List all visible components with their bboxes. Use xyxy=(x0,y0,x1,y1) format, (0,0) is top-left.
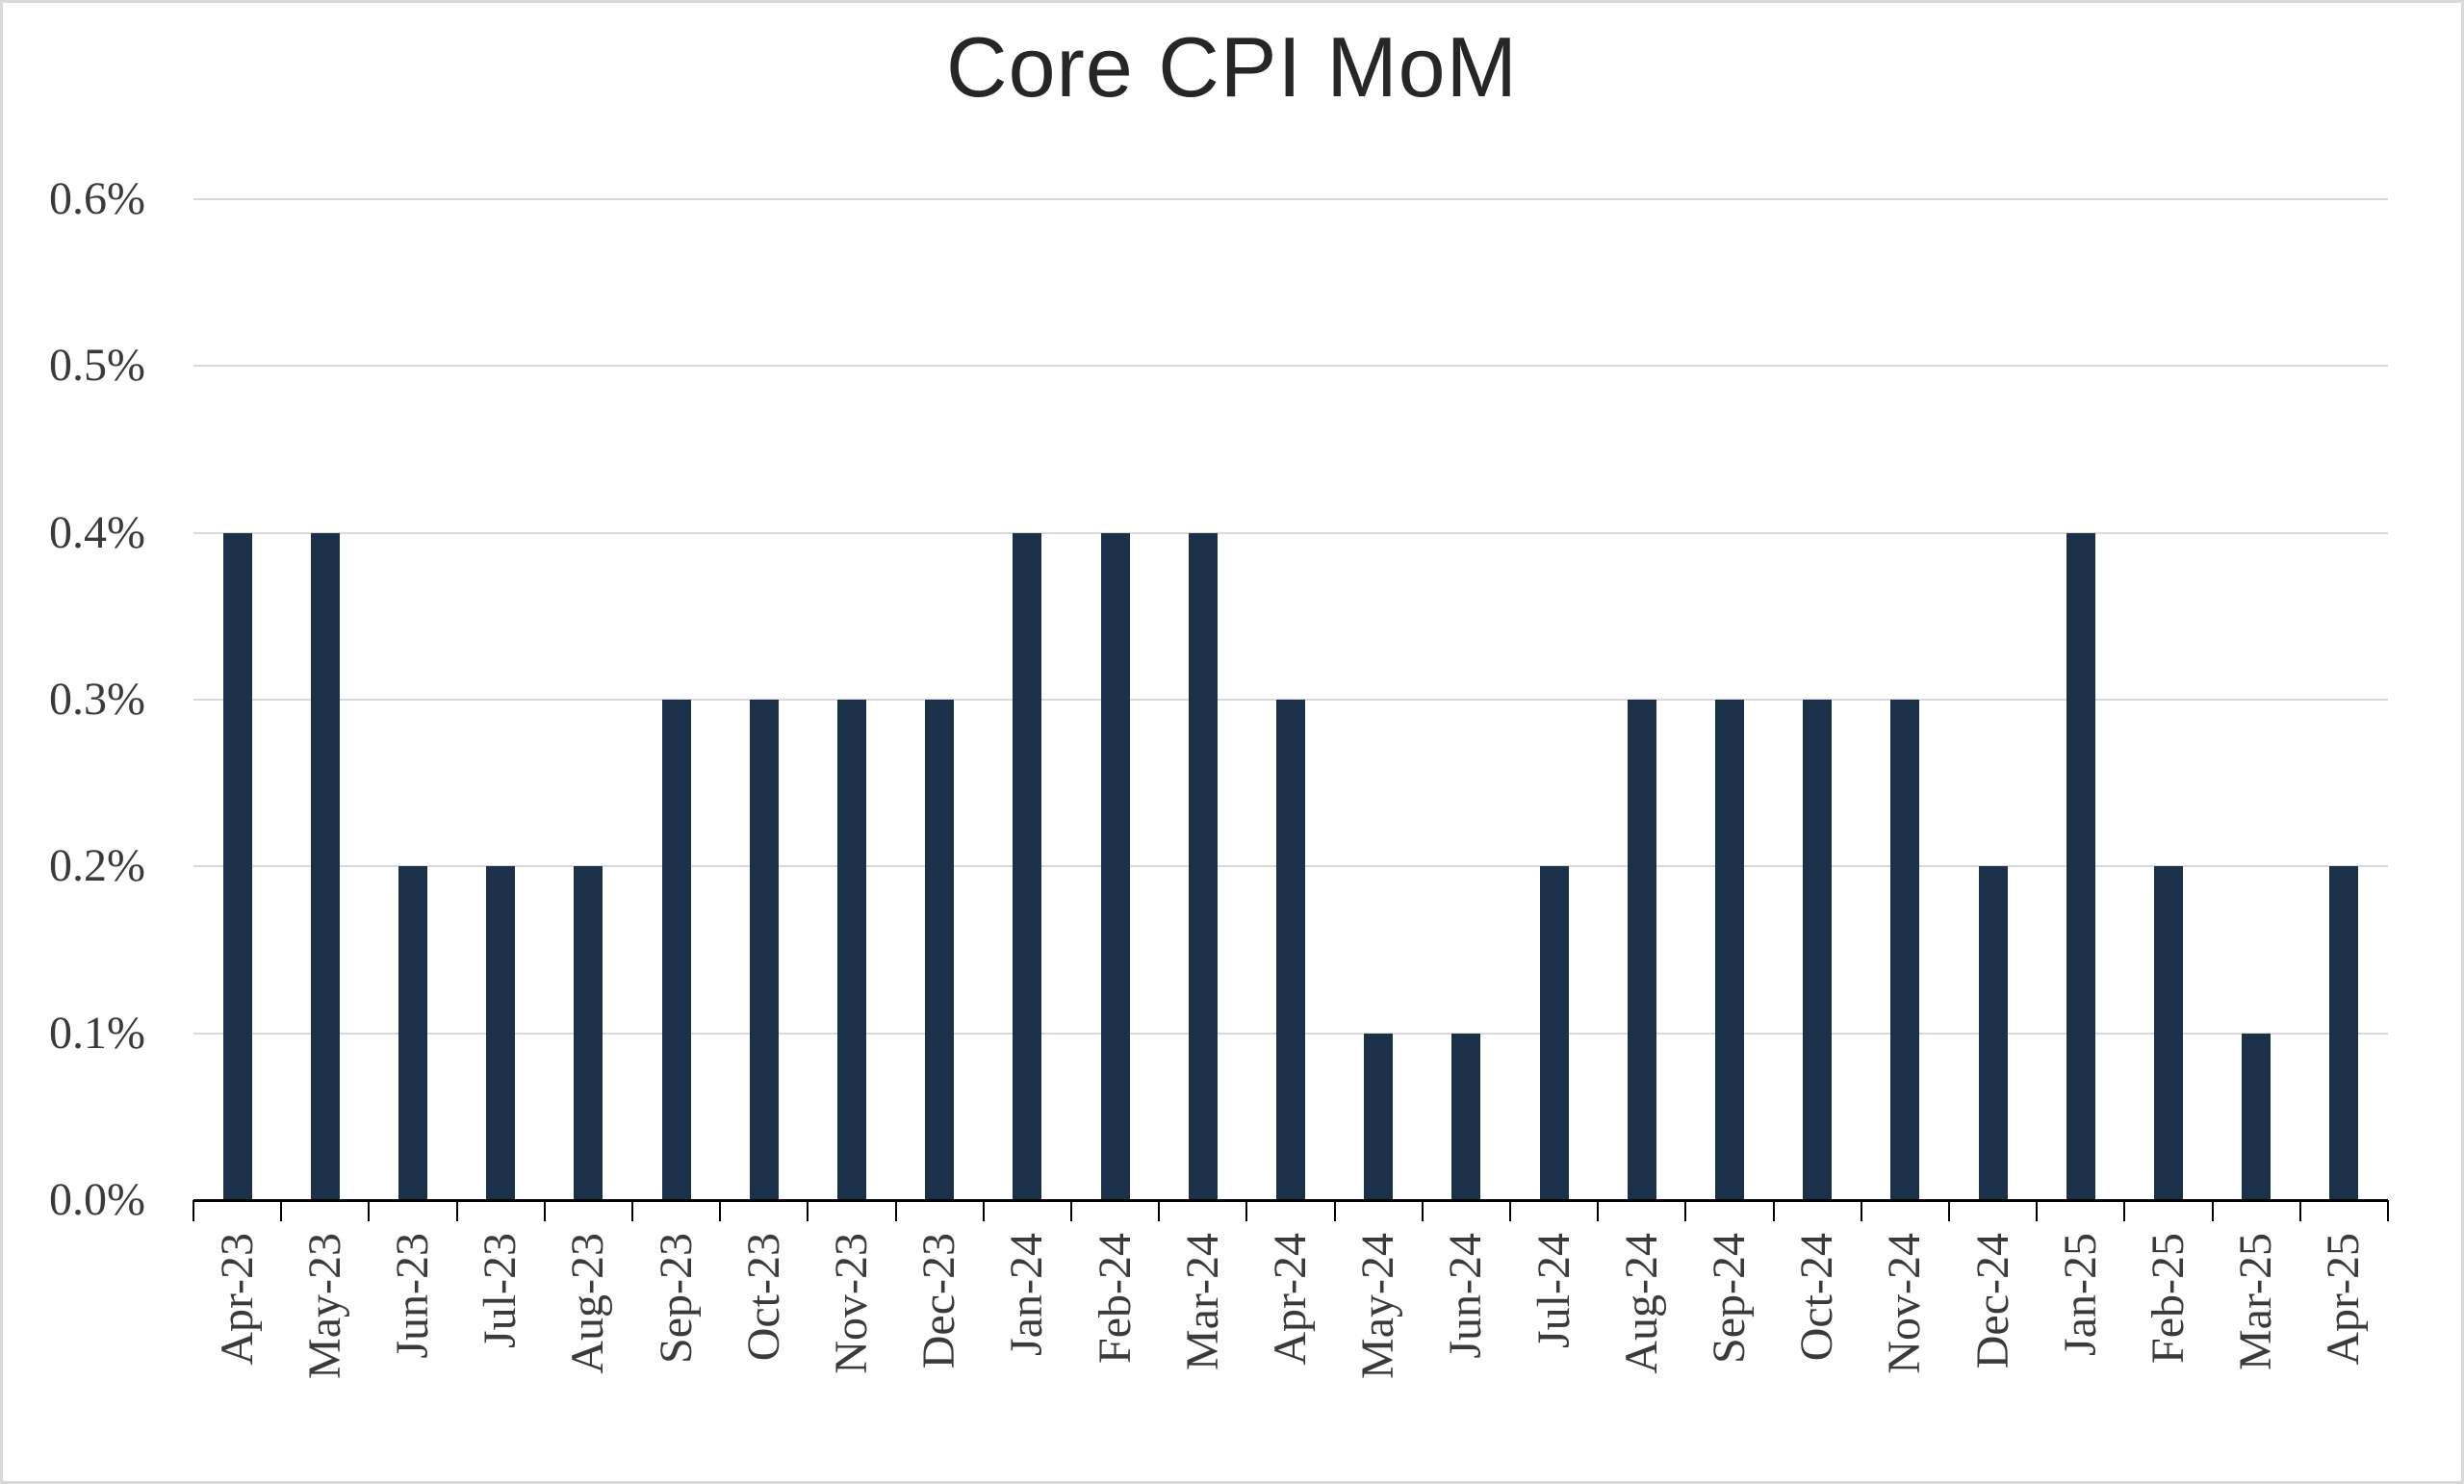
x-axis-tick xyxy=(719,1200,722,1221)
bar xyxy=(398,866,427,1200)
x-axis-tick-label: Nov-24 xyxy=(1879,1233,1931,1374)
x-axis-tick xyxy=(2036,1200,2039,1221)
x-axis-tick-label: Feb-25 xyxy=(2143,1233,2194,1364)
x-axis-tick xyxy=(280,1200,283,1221)
x-axis-tick-label: Jul-24 xyxy=(1527,1233,1579,1348)
x-axis-line xyxy=(193,1199,2388,1202)
x-axis-tick-label: Jun-23 xyxy=(387,1233,438,1359)
x-axis-tick-label: Apr-23 xyxy=(211,1233,263,1366)
x-axis-tick-label: Jun-24 xyxy=(1440,1233,1492,1359)
chart-title: Core CPI MoM xyxy=(946,19,1518,115)
bar xyxy=(925,700,955,1200)
x-axis-tick-label: Mar-24 xyxy=(1176,1233,1228,1370)
bar xyxy=(222,532,252,1200)
x-axis-tick xyxy=(543,1200,546,1221)
bar xyxy=(1100,532,1130,1200)
bar xyxy=(1978,866,2008,1200)
x-axis-tick-label: Feb-24 xyxy=(1089,1233,1141,1364)
x-axis-tick xyxy=(1860,1200,1862,1221)
x-axis-tick xyxy=(2211,1200,2214,1221)
bar xyxy=(1013,532,1042,1200)
bar xyxy=(1715,700,1744,1200)
x-axis-tick xyxy=(1158,1200,1161,1221)
bar xyxy=(749,700,779,1200)
y-axis-tick-label: 0.4% xyxy=(49,506,145,558)
x-axis-tick xyxy=(455,1200,458,1221)
gridline xyxy=(193,365,2388,368)
bar xyxy=(1276,700,1305,1200)
x-axis-tick xyxy=(1070,1200,1072,1221)
x-axis-tick xyxy=(1333,1200,1336,1221)
x-axis-tick xyxy=(2298,1200,2301,1221)
x-axis-tick-label: Oct-24 xyxy=(1791,1233,1843,1362)
bar xyxy=(310,532,340,1200)
bar xyxy=(1890,700,1920,1200)
bar xyxy=(2329,866,2359,1200)
x-axis-tick xyxy=(1684,1200,1687,1221)
x-axis-tick xyxy=(1509,1200,1511,1221)
bar xyxy=(1451,1033,1481,1200)
x-axis-tick-label: Nov-23 xyxy=(826,1233,877,1374)
bar xyxy=(486,866,516,1200)
y-axis-tick-label: 0.0% xyxy=(49,1174,145,1225)
x-axis-tick xyxy=(631,1200,633,1221)
x-axis-tick-label: Dec-24 xyxy=(1966,1233,2018,1369)
x-axis-tick-label: Apr-24 xyxy=(1265,1233,1316,1366)
x-axis-tick-label: Jul-23 xyxy=(475,1233,526,1348)
x-axis-tick xyxy=(1772,1200,1775,1221)
x-axis-tick xyxy=(2387,1200,2389,1221)
bar xyxy=(1364,1033,1394,1200)
bar xyxy=(1188,532,1218,1200)
bar xyxy=(2154,866,2183,1200)
x-axis-tick xyxy=(1421,1200,1424,1221)
x-axis-tick-label: Jan-25 xyxy=(2054,1233,2106,1356)
y-axis-tick-label: 0.6% xyxy=(49,173,145,224)
bar xyxy=(837,700,866,1200)
x-axis-tick xyxy=(1245,1200,1248,1221)
bar xyxy=(1627,700,1656,1200)
gridline xyxy=(193,198,2388,200)
bar xyxy=(2066,532,2095,1200)
gridline xyxy=(193,531,2388,534)
bar xyxy=(661,700,691,1200)
x-axis-tick-label: Mar-25 xyxy=(2230,1233,2282,1370)
x-axis-tick-label: Sep-23 xyxy=(650,1233,702,1364)
x-axis-tick xyxy=(2123,1200,2126,1221)
x-axis-tick-label: Oct-23 xyxy=(737,1233,789,1362)
x-axis-tick-label: May-24 xyxy=(1352,1233,1404,1379)
x-axis-tick xyxy=(1948,1200,1950,1221)
x-axis-tick-label: Jan-24 xyxy=(1001,1233,1053,1356)
x-axis-tick-label: May-23 xyxy=(298,1233,350,1379)
x-axis-tick xyxy=(192,1200,194,1221)
bar xyxy=(1803,700,1833,1200)
plot-area: 0.0% 0.1% 0.2% 0.3% 0.4% 0.5% 0.6% Apr-23 May-23… xyxy=(3,3,2461,1481)
bar xyxy=(574,866,603,1200)
x-axis-tick xyxy=(1597,1200,1600,1221)
x-axis-tick xyxy=(894,1200,897,1221)
x-axis-tick xyxy=(807,1200,809,1221)
x-axis-tick-label: Sep-24 xyxy=(1704,1233,1755,1364)
y-axis-tick-label: 0.5% xyxy=(49,340,145,392)
x-axis-tick-label: Aug-23 xyxy=(562,1233,614,1374)
y-axis-tick-label: 0.3% xyxy=(49,674,145,725)
bar xyxy=(1539,866,1569,1200)
x-axis-tick xyxy=(368,1200,371,1221)
x-axis-tick xyxy=(982,1200,985,1221)
y-axis-tick-label: 0.1% xyxy=(49,1007,145,1059)
bar xyxy=(2242,1033,2272,1200)
y-axis-tick-label: 0.2% xyxy=(49,840,145,892)
x-axis-tick-label: Dec-23 xyxy=(913,1233,965,1369)
x-axis-tick-label: Apr-25 xyxy=(2318,1233,2370,1366)
x-axis-tick-label: Aug-24 xyxy=(1615,1233,1667,1374)
